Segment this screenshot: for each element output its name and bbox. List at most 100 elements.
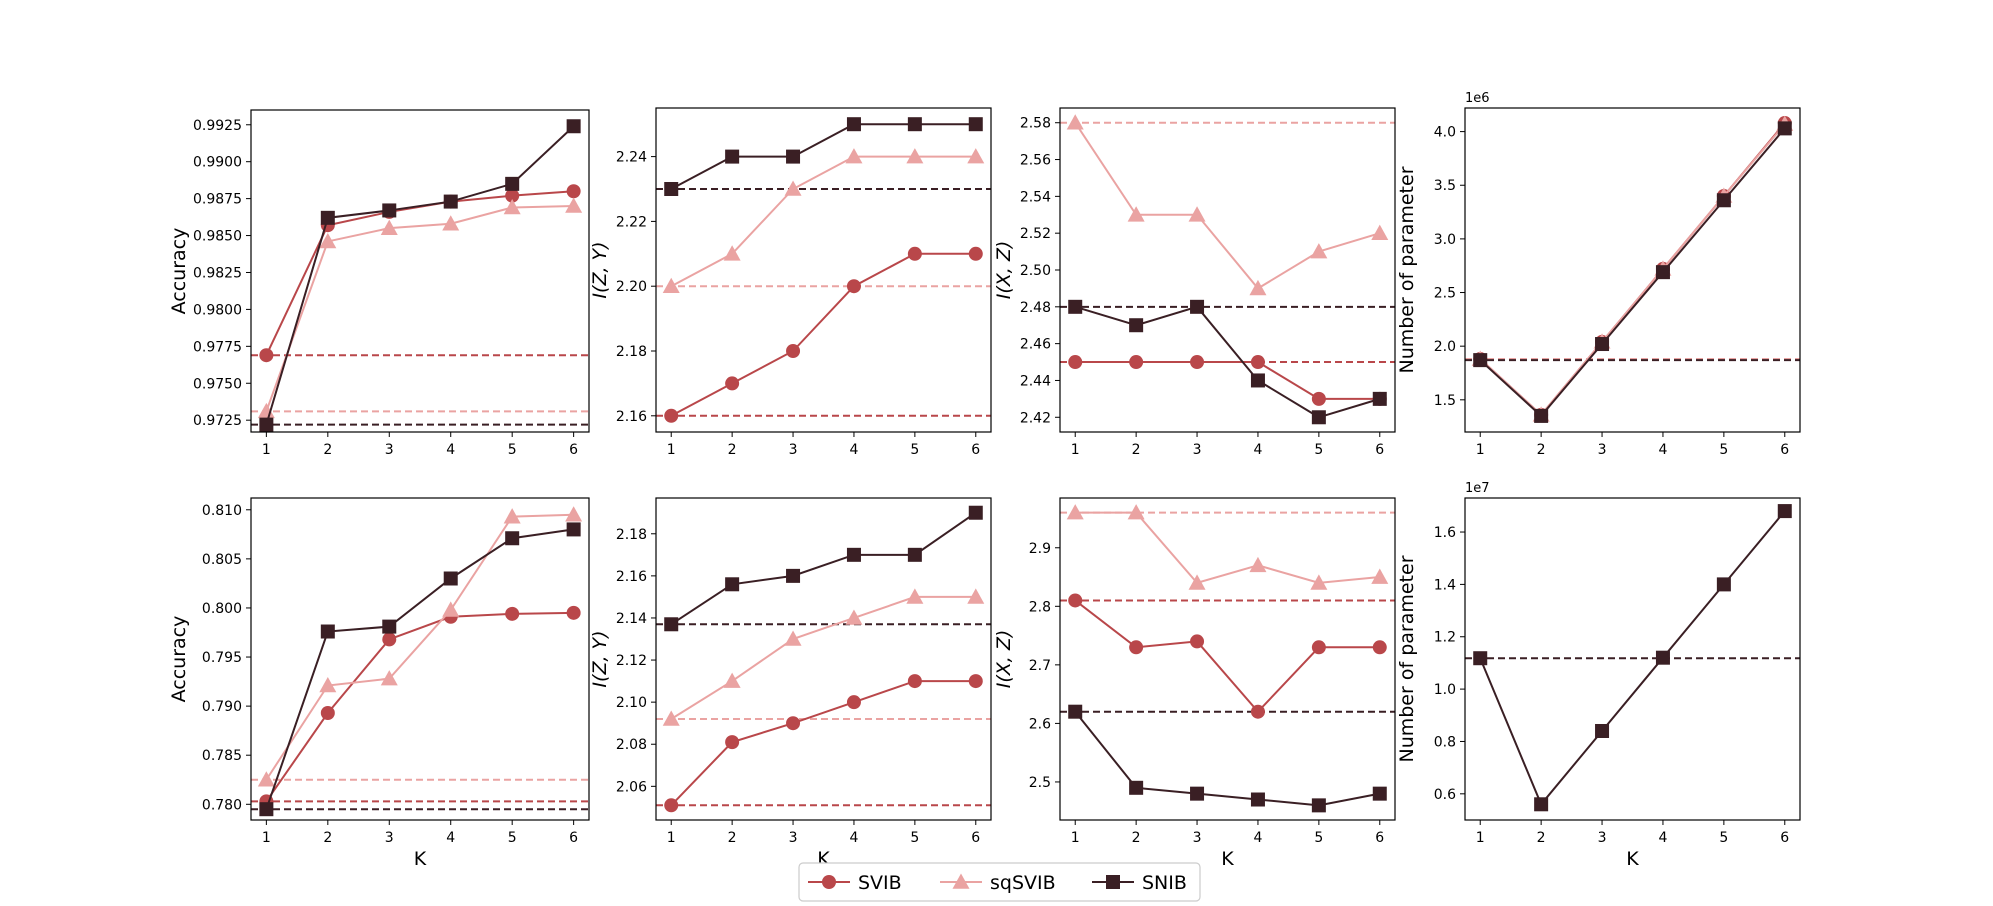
point-svib-k4	[846, 279, 861, 294]
series-line-sqsvib	[265, 513, 574, 781]
point-snib-k2	[725, 149, 740, 164]
y-tick-label: 3.5	[1434, 178, 1456, 194]
y-tick-label: 2.18	[616, 527, 647, 543]
x-tick-label: 1	[262, 442, 271, 458]
point-snib-k2	[1129, 318, 1144, 333]
x-tick-label: 1	[667, 442, 676, 458]
x-tick-label: 3	[1598, 830, 1607, 846]
y-offset-label: 1e7	[1465, 481, 1490, 496]
point-sqsvib-k3	[784, 180, 802, 196]
x-tick-label: 6	[971, 830, 980, 846]
point-svib-k6	[566, 605, 581, 620]
point-sqsvib-k6	[1371, 568, 1389, 584]
series-line-svib	[1075, 361, 1380, 400]
x-tick-label: 6	[1375, 830, 1384, 846]
point-svib-k1	[259, 348, 274, 363]
axes-frame	[1464, 497, 1801, 821]
series-line-snib	[1074, 305, 1381, 419]
point-snib-k1	[664, 182, 679, 196]
y-tick-label: 2.10	[616, 695, 647, 711]
x-tick-label: 3	[789, 830, 798, 846]
point-sqsvib-k4	[1249, 556, 1267, 573]
x-tick-label: 1	[1071, 442, 1080, 458]
y-tick-label: 1.2	[1434, 630, 1456, 646]
y-tick-label: 2.46	[1020, 337, 1051, 353]
point-snib-k6	[1777, 121, 1792, 136]
y-tick-label: 0.810	[202, 503, 242, 519]
point-snib-k2	[320, 210, 335, 225]
point-svib-k5	[505, 188, 520, 203]
y-tick-label: 0.800	[202, 601, 242, 617]
y-tick-label: 2.14	[616, 611, 647, 627]
x-axis-label: K	[1221, 848, 1234, 870]
point-svib-k3	[382, 632, 397, 647]
point-snib-k5	[907, 547, 922, 562]
series-line-sqsvib	[670, 595, 976, 720]
point-sqsvib-k4	[845, 609, 863, 625]
series-line-sqsvib	[670, 155, 976, 288]
series-line-svib	[670, 680, 976, 806]
y-tick-label: 2.12	[616, 653, 647, 669]
y-tick-label: 0.9800	[193, 302, 242, 318]
point-snib-k1	[1068, 299, 1083, 314]
y-tick-label: 2.58	[1020, 116, 1051, 132]
series-line-snib	[670, 123, 976, 190]
point-sqsvib-k1	[1066, 504, 1084, 520]
series-line-snib	[1479, 510, 1786, 807]
point-snib-k4	[846, 117, 861, 132]
x-tick-label: 5	[508, 442, 517, 458]
point-sqsvib-k1	[1066, 114, 1084, 130]
y-tick-label: 1.5	[1434, 393, 1456, 409]
point-svib-k1	[1068, 355, 1083, 370]
point-snib-k6	[968, 505, 983, 520]
x-tick-label: 5	[1719, 830, 1728, 846]
subplot-ixz-top: 1 2 3 4 5 6 2.42 2.44 2.46 2.48 2.50 2.52 2.54 2.56 2.…	[993, 107, 1396, 458]
point-snib-k4	[1655, 265, 1670, 280]
point-snib-k4	[443, 194, 458, 209]
y-tick-label: 0.9850	[193, 229, 242, 245]
x-tick-label: 3	[1193, 442, 1202, 458]
series-line-snib	[1479, 127, 1786, 418]
y-tick-label: 2.44	[1020, 373, 1051, 389]
point-sqsvib-k3	[784, 630, 802, 646]
x-tick-label: 2	[728, 442, 737, 458]
y-tick-label: 2.54	[1020, 189, 1051, 205]
point-snib-k6	[566, 119, 581, 134]
y-tick-label: 0.795	[202, 650, 242, 666]
series-line-svib	[265, 190, 574, 356]
point-snib-k3	[786, 568, 801, 583]
point-svib-k3	[786, 716, 801, 731]
x-tick-label: 1	[1071, 830, 1080, 846]
subplot-params-bottom: 1 2 3 4 5 6 0.6 0.8 1.0 1.2 1.4 1.6 1e7 Number of par…	[1396, 481, 1801, 870]
point-svib-k5	[907, 674, 922, 689]
x-tick-label: 1	[667, 830, 676, 846]
x-tick-label: 2	[1537, 830, 1546, 846]
x-tick-label: 5	[910, 442, 919, 458]
y-tick-label: 0.8	[1434, 734, 1456, 750]
point-snib-k1	[1473, 651, 1488, 666]
x-tick-label: 2	[323, 830, 332, 846]
point-svib-k6	[566, 184, 581, 199]
y-tick-label: 1.6	[1434, 525, 1456, 541]
point-snib-k1	[1068, 704, 1083, 719]
y-offset-label: 1e6	[1465, 91, 1490, 106]
y-tick-label: 3.0	[1434, 232, 1456, 248]
series-line-sqsvib	[1075, 511, 1380, 585]
point-svib-k2	[1129, 640, 1144, 655]
x-tick-label: 1	[1476, 442, 1485, 458]
y-axis-label: I(Z, Y)	[589, 241, 611, 298]
point-svib-k2	[725, 735, 740, 750]
point-snib-k1	[1473, 353, 1488, 368]
x-tick-label: 4	[849, 830, 858, 846]
point-sqsvib-k1	[257, 402, 275, 419]
point-snib-k3	[382, 619, 397, 634]
y-axis-label: Number of parameter	[1396, 555, 1418, 762]
point-snib-k5	[1311, 410, 1326, 425]
x-tick-label: 4	[1658, 442, 1667, 458]
subplot-params-top: 1 2 3 4 5 6 1.5 2.0 2.5 3.0 3.5 4.0 1e6 Number of par…	[1396, 91, 1801, 458]
point-snib-k3	[1190, 786, 1205, 801]
y-tick-label: 2.56	[1020, 153, 1051, 169]
point-sqsvib-k5	[1310, 243, 1328, 259]
series-line-sqsvib	[1074, 122, 1381, 290]
y-axis-label: Accuracy	[168, 228, 190, 315]
